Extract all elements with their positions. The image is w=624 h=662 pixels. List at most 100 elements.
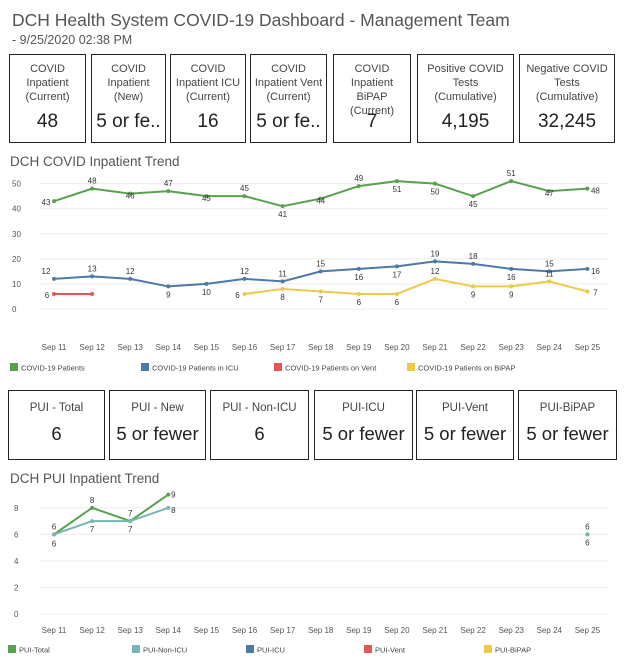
data-point [394, 179, 399, 184]
x-tick-label: Sep 22 [460, 343, 486, 352]
data-point [356, 184, 361, 189]
data-label: 7 [128, 525, 133, 534]
data-label: 6 [357, 298, 362, 307]
data-point [585, 266, 590, 271]
kpi-value: 5 or fewer [423, 423, 507, 444]
kpi-value: 6 [51, 423, 62, 444]
pui-inpatient-trend-chart: 0 2 4 6 8 Sep 11 Sep 12 Sep 13 Sep 14 Sep 15 Sep 1… [8, 491, 608, 655]
y-tick-label: 10 [12, 280, 21, 289]
kpi-value: 16 [197, 111, 219, 132]
kpi-label: PUI-Vent [441, 402, 489, 414]
data-point [166, 492, 171, 497]
x-tick-label: Sep 11 [42, 343, 67, 352]
data-point [471, 261, 476, 266]
kpi-label: PUI - Total [29, 402, 84, 414]
data-label: 9 [509, 290, 514, 299]
data-label: 6 [52, 539, 57, 548]
kpi-card-pui-bipap[interactable]: PUI-BiPAP 5 or fewer [518, 390, 617, 460]
data-label: 7 [593, 288, 598, 297]
data-point [204, 281, 209, 286]
kpi-label: COVID Inpatient (Current) [25, 63, 70, 103]
kpi-card-positive-tests[interactable]: Positive COVID Tests (Cumulative) 4,195 [417, 54, 514, 143]
data-label: 51 [392, 185, 401, 194]
kpi-value: 5 or fe.. [96, 111, 161, 132]
data-label: 17 [392, 270, 401, 279]
data-point [52, 532, 56, 537]
x-tick-label: Sep 16 [232, 626, 258, 635]
kpi-card-covid-inpatient-vent[interactable]: COVID Inpatient Vent (Current) 5 or fe.. [250, 54, 327, 143]
legend-label-pui-vent: PUI-Vent [375, 646, 406, 655]
kpi-card-covid-inpatient-icu[interactable]: COVID Inpatient ICU (Current) 16 [170, 54, 246, 143]
data-label: 48 [88, 177, 97, 186]
x-tick-label: Sep 19 [346, 343, 372, 352]
data-label: 45 [202, 194, 211, 203]
kpi-card-covid-inpatient-new[interactable]: COVID Inpatient (New) 5 or fe.. [91, 54, 166, 143]
data-point [280, 286, 285, 291]
data-point [547, 279, 552, 284]
kpi-card-pui-vent[interactable]: PUI-Vent 5 or fewer [416, 390, 514, 460]
y-tick-label: 2 [14, 583, 19, 592]
data-point [166, 189, 171, 194]
data-label: 12 [42, 267, 51, 276]
kpi-label: COVID Inpatient (New) [107, 63, 150, 103]
kpi-card-pui-icu[interactable]: PUI-ICU 5 or fewer [314, 390, 413, 460]
kpi-label: Positive COVID Tests (Cumulative) [427, 63, 504, 103]
data-point [280, 204, 285, 209]
x-tick-label: Sep 11 [42, 626, 67, 635]
covid-inpatient-trend-chart: 0 10 20 30 40 50 Sep 11 Sep 12 Sep 13 Sep 14 Sep 1… [10, 169, 608, 373]
legend-swatch-pui-bipap [484, 645, 492, 653]
legend-label-covid-19-patients-in-icu: COVID-19 Patients in ICU [152, 364, 239, 373]
x-tick-label: Sep 23 [499, 343, 525, 352]
data-label: 6 [585, 522, 590, 531]
data-label: 9 [171, 491, 176, 500]
kpi-card-negative-tests[interactable]: Negative COVID Tests (Cumulative) 32,245 [519, 54, 615, 143]
kpi-card-covid-inpatient-current[interactable]: COVID Inpatient (Current) 48 [9, 54, 86, 143]
data-point [128, 519, 133, 524]
data-label: 11 [278, 269, 287, 278]
data-label: 6 [235, 291, 240, 300]
data-label: 18 [469, 252, 478, 261]
kpi-card-pui-non-icu[interactable]: PUI - Non-ICU 6 [210, 390, 309, 460]
legend-label-covid-19-patients-on-bipap: COVID-19 Patients on BiPAP [418, 364, 515, 373]
x-tick-label: Sep 19 [346, 626, 372, 635]
series-line-covid-19-patients-on-bipap [244, 277, 588, 295]
kpi-card-pui-total[interactable]: PUI - Total 6 [8, 390, 105, 460]
data-label: 45 [240, 184, 249, 193]
data-label: 12 [126, 267, 135, 276]
data-point [90, 274, 95, 279]
kpi-card-covid-inpatient-bipap[interactable]: COVID Inpatient BiPAP (Current) 7 [333, 54, 411, 143]
kpi-value: 32,245 [537, 111, 597, 132]
data-point [52, 276, 56, 281]
kpi-label: PUI-BiPAP [539, 402, 596, 414]
data-point [318, 196, 323, 201]
data-point [204, 194, 209, 199]
x-tick-label: Sep 23 [499, 626, 525, 635]
x-tick-label: Sep 13 [118, 626, 144, 635]
kpi-label: PUI - Non-ICU [222, 402, 297, 414]
kpi-value: 4,195 [441, 111, 490, 132]
data-label: 6 [395, 298, 400, 307]
data-point [509, 266, 514, 271]
legend-swatch-pui-icu [246, 645, 254, 653]
data-point [166, 284, 171, 289]
kpi-label: PUI - New [131, 402, 184, 414]
data-label: 8 [171, 506, 176, 515]
y-tick-label: 50 [12, 180, 21, 189]
data-label: 15 [316, 259, 325, 268]
data-point [585, 289, 590, 294]
data-point [547, 269, 552, 274]
data-point [166, 505, 171, 510]
dashboard-title: DCH Health System COVID-19 Dashboard - M… [12, 10, 510, 30]
kpi-card-pui-new[interactable]: PUI - New 5 or fewer [109, 390, 206, 460]
data-point [90, 186, 95, 191]
legend-swatch-covid-19-patients-on-bipap [407, 363, 415, 371]
x-tick-label: Sep 20 [384, 343, 410, 352]
data-point [242, 276, 247, 281]
data-point [547, 189, 552, 194]
legend-label-covid-19-patients: COVID-19 Patients [21, 364, 85, 373]
x-tick-label: Sep 16 [232, 343, 258, 352]
data-label: 50 [431, 188, 440, 197]
kpi-label: COVID Inpatient BiPAP (Current) [349, 63, 394, 117]
data-label: 49 [354, 174, 363, 183]
data-point [52, 199, 56, 204]
